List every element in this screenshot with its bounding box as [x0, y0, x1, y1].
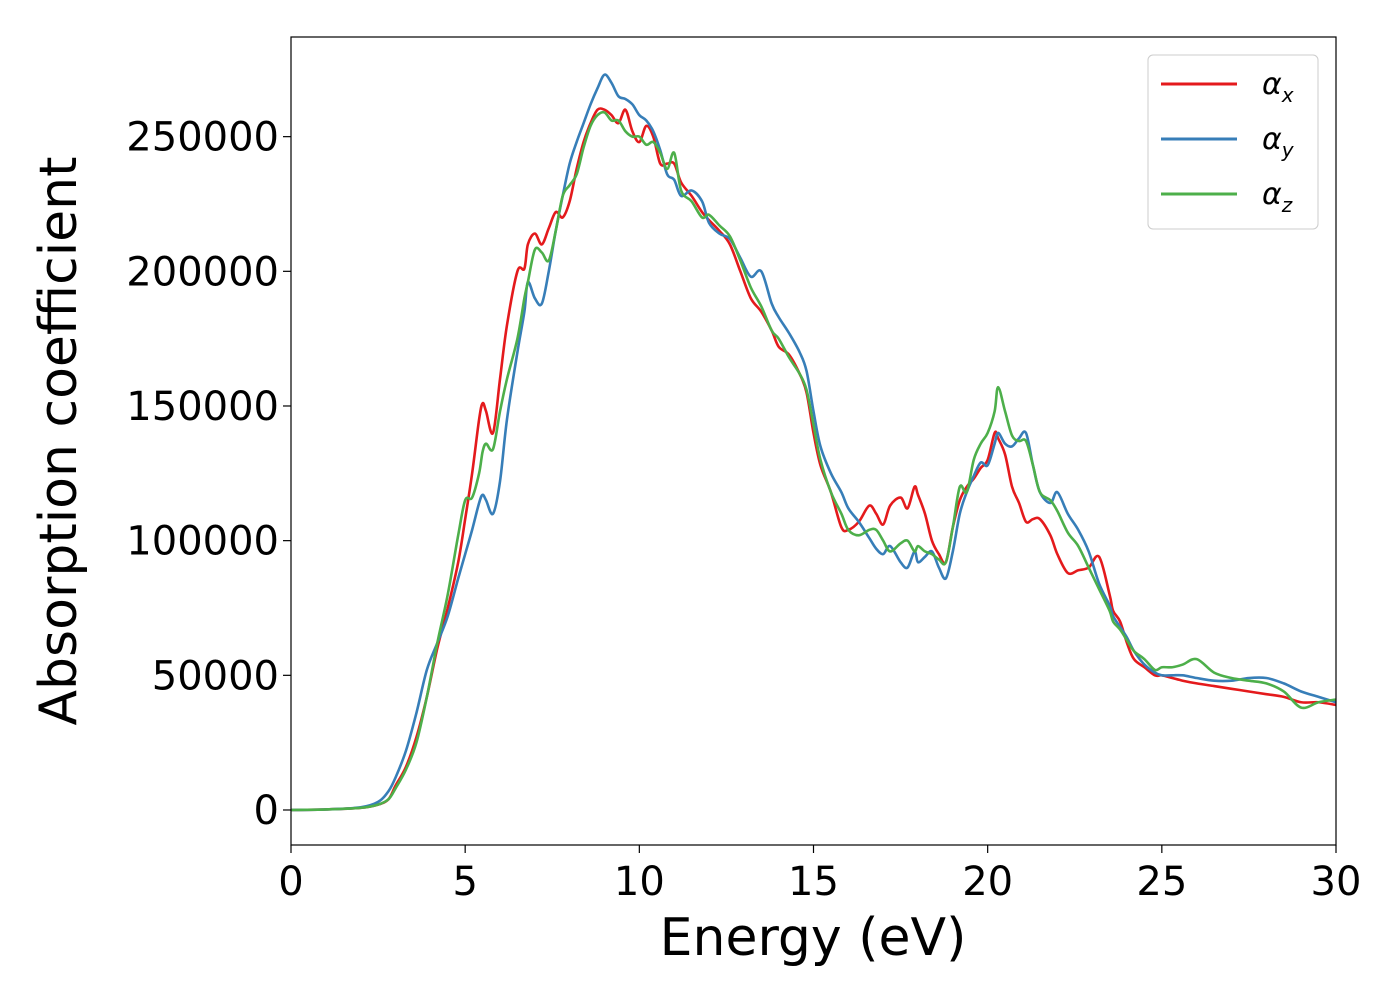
legend-box [1147, 54, 1319, 230]
y-tick-label: 50000 [152, 653, 279, 699]
y-tick-label: 150000 [126, 384, 279, 430]
series-line-z [290, 110, 1337, 812]
y-tick-label: 250000 [126, 115, 279, 161]
x-tick-label: 25 [1136, 859, 1187, 905]
legend-label-x: αx [1262, 67, 1294, 107]
y-axis: 0 50000 100000 150000 200000 250000 [126, 115, 291, 834]
y-axis-label: Absorption coefficient [29, 156, 89, 725]
x-tick-label: 5 [452, 859, 477, 905]
legend-label-z: αz [1262, 177, 1293, 217]
legend-label-y: αy [1262, 122, 1295, 162]
y-tick-label: 100000 [126, 519, 279, 565]
series-line-y [290, 73, 1337, 812]
x-tick-label: 15 [788, 859, 839, 905]
x-axis-label: Energy (eV) [660, 908, 967, 968]
y-tick-label: 200000 [126, 249, 279, 295]
legend: αx αy αz [1147, 54, 1319, 230]
x-tick-label: 20 [962, 859, 1013, 905]
series-layer [290, 73, 1337, 812]
x-tick-label: 30 [1311, 859, 1362, 905]
y-tick-label: 0 [254, 788, 279, 834]
x-tick-label: 0 [278, 859, 303, 905]
x-axis: 0 5 10 15 20 25 30 [278, 845, 1361, 905]
x-tick-label: 10 [614, 859, 665, 905]
